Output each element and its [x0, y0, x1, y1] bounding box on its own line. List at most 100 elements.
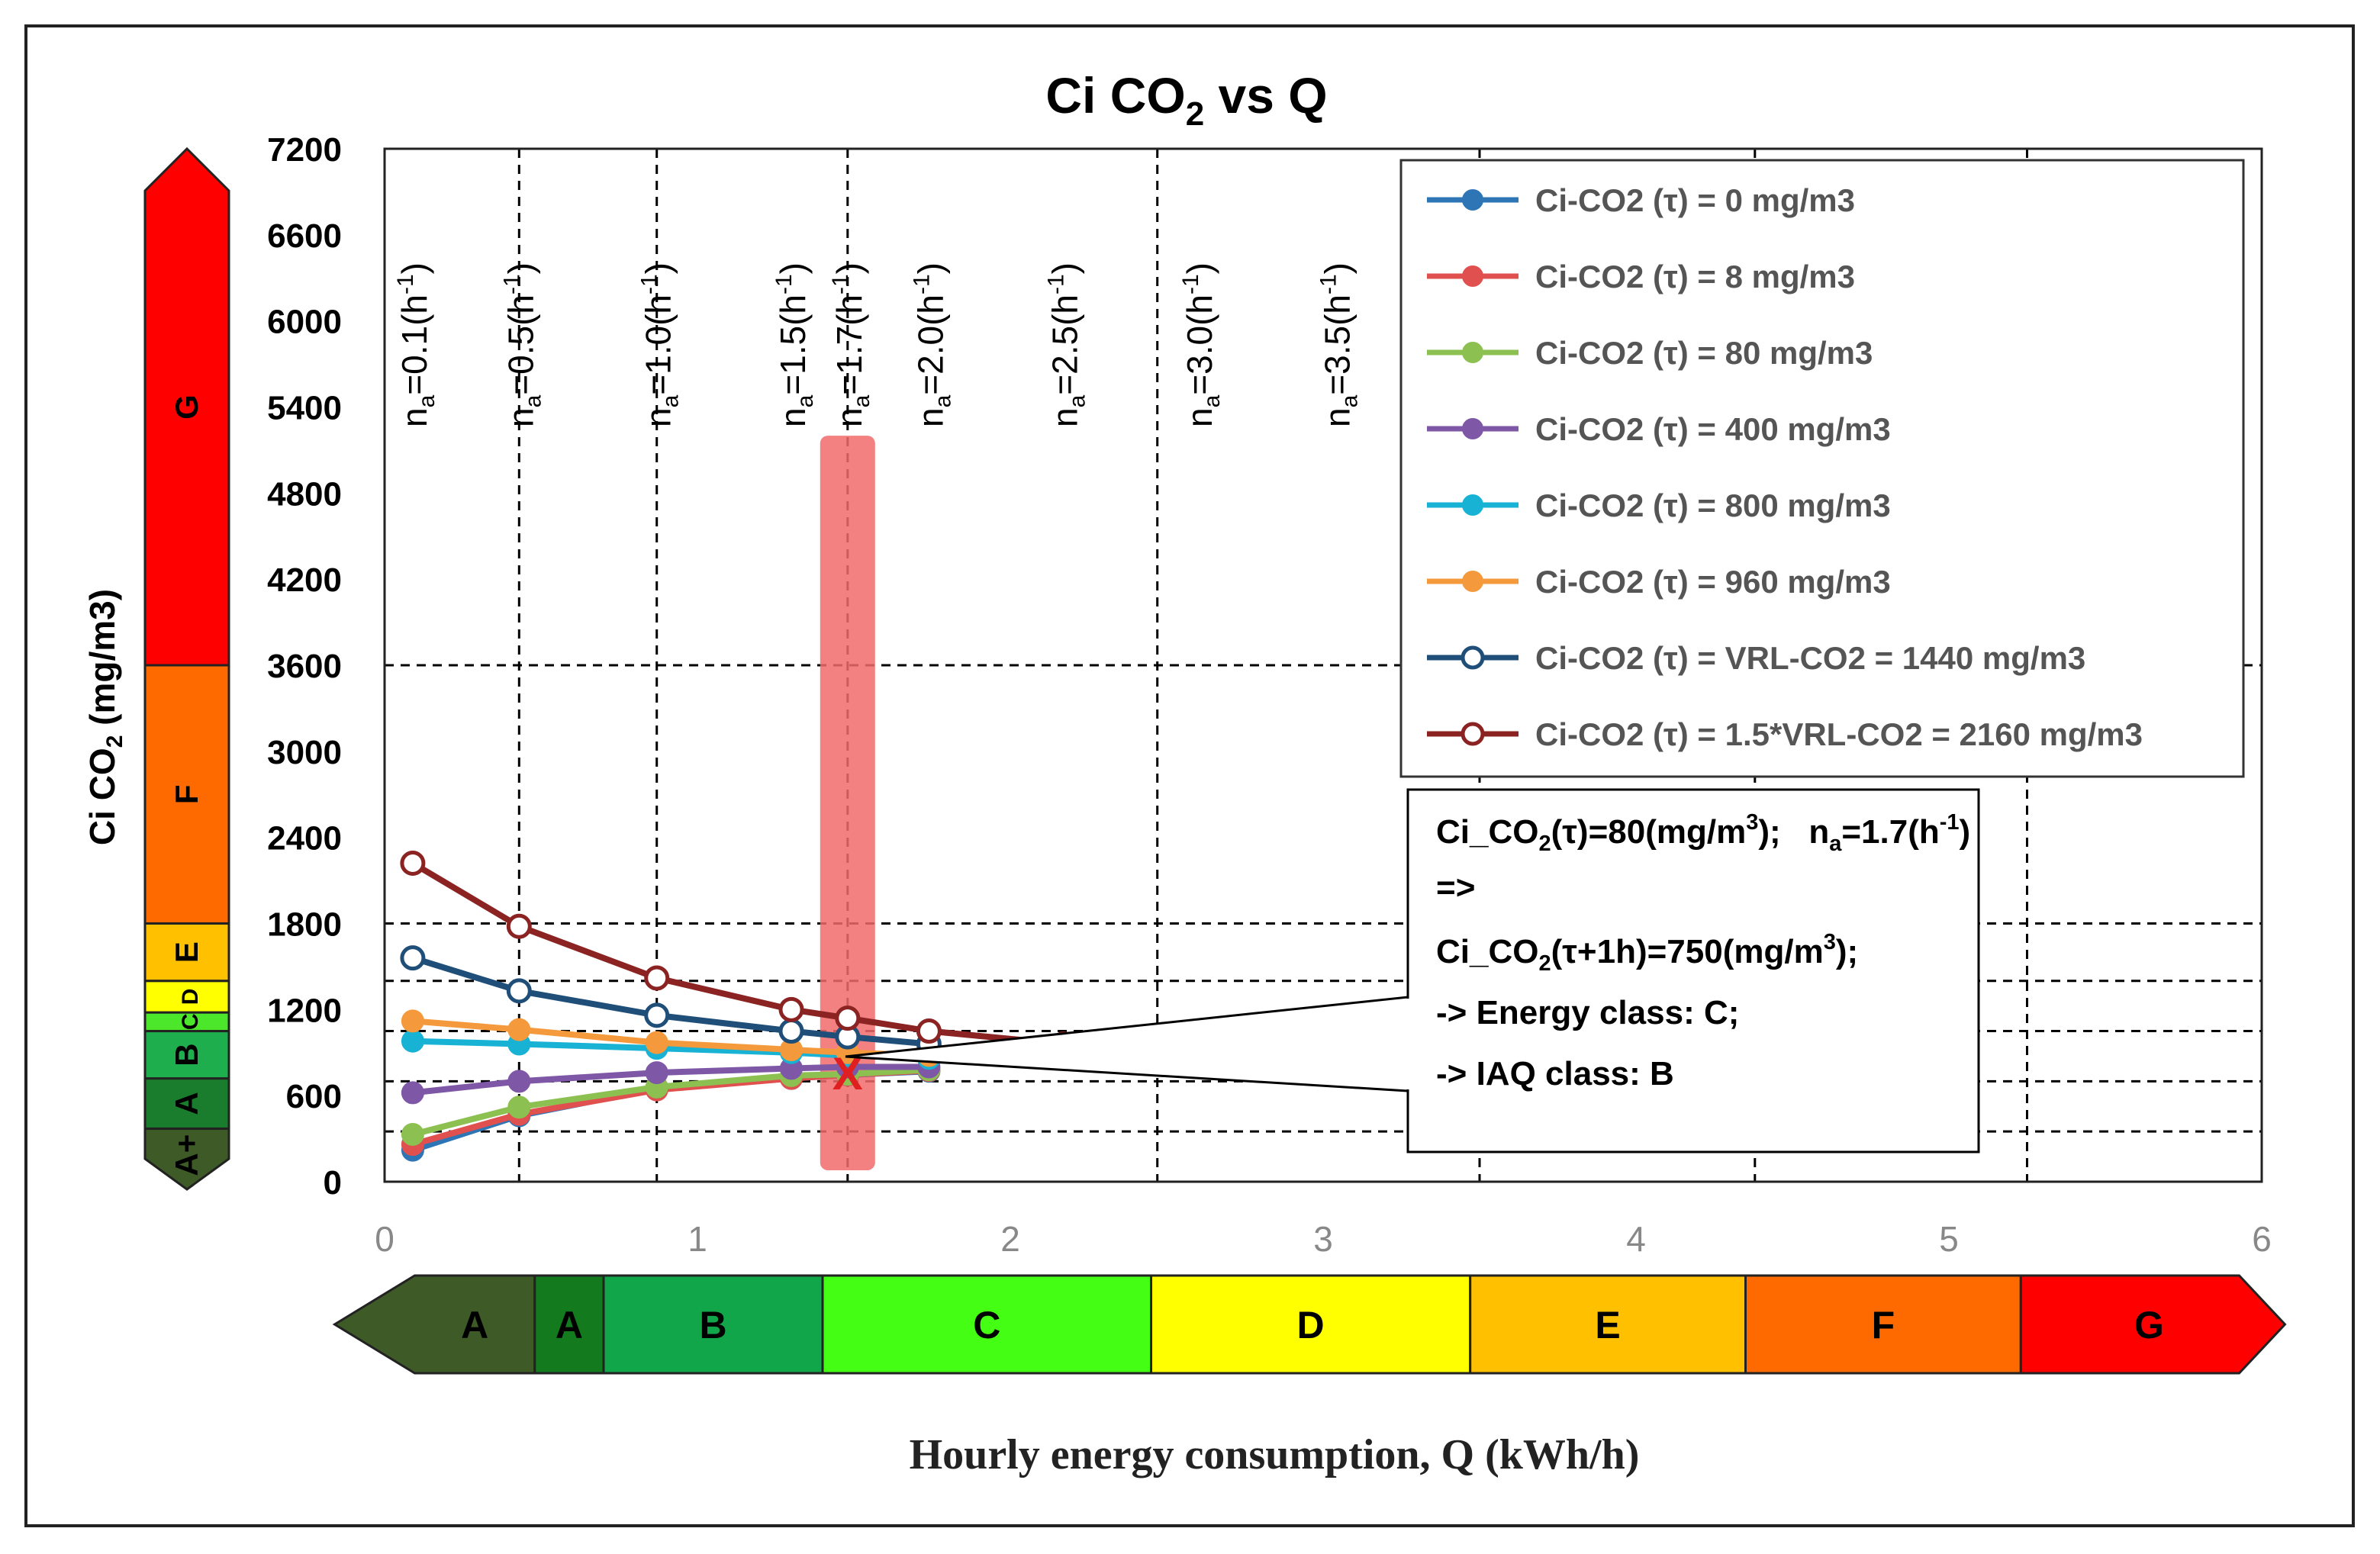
iaq-class-band [143, 980, 230, 1014]
x-tick-label: 3 [1313, 1219, 1333, 1259]
x-tick-label: 5 [1939, 1219, 1959, 1259]
data-point [645, 1031, 668, 1054]
series-line [411, 954, 929, 1047]
data-point [644, 1002, 670, 1028]
y-tick-label: 3000 [267, 734, 342, 771]
iaq-class-band [143, 1077, 230, 1130]
energy-class-band [2019, 1274, 2287, 1375]
legend-swatch-marker [1462, 571, 1483, 592]
iaq-class-band [143, 664, 230, 925]
annotation-line-3: Ci_CO2(τ+1h)=750(mg/m3); [1436, 930, 1858, 976]
chart-title-sub: 2 [1186, 95, 1204, 133]
data-point [507, 1096, 531, 1119]
legend-label: Ci-CO2 (τ) = VRL-CO2 = 1440 mg/m3 [1535, 640, 2085, 676]
legend-swatch-marker [1462, 189, 1483, 211]
data-point [506, 913, 532, 939]
chart-title-main: Ci CO [1045, 67, 1185, 124]
annotation-line-1: Ci_CO2(τ)=80(mg/m3); na=1.7(h-1) [1436, 810, 1970, 856]
chart-title-tail: vs Q [1204, 67, 1327, 124]
energy-class-band [602, 1274, 824, 1375]
annotation-line-2: => [1436, 869, 1475, 906]
series-line [412, 1018, 929, 1059]
data-point [644, 965, 670, 991]
energy-class-label: B [699, 1304, 726, 1346]
y-tick-label: 0 [324, 1164, 342, 1202]
legend-label: Ci-CO2 (τ) = 960 mg/m3 [1535, 564, 1891, 600]
y-tick-label: 1800 [267, 906, 342, 944]
legend-swatch-marker [1461, 722, 1485, 746]
data-point [645, 1061, 668, 1085]
x-tick-label: 1 [688, 1219, 707, 1259]
energy-class-label: D [1297, 1304, 1325, 1346]
data-point [507, 1070, 531, 1093]
iaq-class-label: A+ [169, 1134, 205, 1176]
data-point [401, 1029, 424, 1053]
y-tick-label: 6000 [267, 304, 342, 341]
y-tick-label: 1200 [267, 992, 342, 1029]
data-point [401, 1009, 424, 1033]
y-axis-label: Ci CO2 (mg/m3) [82, 589, 127, 845]
legend-swatch-marker [1461, 645, 1485, 670]
data-point [506, 978, 532, 1004]
energy-class-band [1469, 1274, 1747, 1375]
data-point [778, 1018, 804, 1044]
annotation-line-4: -> Energy class: C; [1436, 994, 1739, 1031]
annotation-callout: Ci_CO2(τ)=80(mg/m3); na=1.7(h-1) => Ci_C… [845, 788, 1980, 1153]
y-tick-label: 3600 [267, 648, 342, 685]
x-tick-label: 4 [1626, 1219, 1646, 1259]
air-change-label: na=3.0(h-1) [1178, 262, 1225, 427]
iaq-class-band [143, 146, 230, 667]
energy-class-label: C [973, 1304, 1000, 1346]
legend-label: Ci-CO2 (τ) = 8 mg/m3 [1535, 259, 1855, 294]
y-tick-label: 5400 [267, 390, 342, 427]
x-tick-label: 2 [1000, 1219, 1020, 1259]
iaq-class-label: D [178, 989, 203, 1005]
iaq-class-label: A [169, 1092, 205, 1115]
iaq-class-band [143, 1011, 230, 1033]
iaq-class-label: C [178, 1013, 203, 1030]
vertical-markers: na=0.1(h-1) na=0.5(h-1) na=1.0(h-1) na=1.5(… [393, 149, 2028, 1182]
air-change-label: na=1.7(h-1) [828, 262, 874, 427]
y-tick-labels: 0 600 1200 1800 2400 3000 3600 4200 4800 5400 6000… [267, 131, 342, 1202]
data-point [401, 1081, 424, 1105]
legend-swatch-marker [1462, 494, 1483, 516]
x-tick-label: 6 [2252, 1219, 2272, 1259]
y-tick-label: 600 [286, 1078, 342, 1115]
energy-class-label: F [1872, 1304, 1895, 1346]
iaq-class-label: F [169, 784, 205, 804]
iaq-class-band [143, 922, 230, 983]
energy-class-label: A [461, 1304, 488, 1346]
y-tick-label: 4200 [267, 561, 342, 599]
legend-box [1399, 159, 2245, 778]
air-change-label: na=1.5(h-1) [771, 262, 818, 427]
energy-class-band [1744, 1274, 2022, 1375]
energy-class-label: G [2134, 1304, 2164, 1346]
data-point [835, 1005, 861, 1031]
y-axis-label-sub: 2 [102, 735, 127, 748]
energy-class-band [821, 1274, 1152, 1375]
energy-class-label: A [556, 1304, 583, 1346]
iaq-class-label: G [169, 394, 205, 420]
data-point [400, 851, 426, 877]
air-change-label: na=0.1(h-1) [393, 262, 440, 427]
data-point [400, 945, 426, 971]
iaq-class-band [143, 1030, 230, 1080]
y-axis-label-tail: (mg/m3) [82, 589, 122, 735]
iaq-class-label: B [169, 1043, 205, 1066]
iaq-class-label: E [169, 941, 205, 963]
plot-frame [383, 147, 2263, 1183]
highlight-band [820, 436, 875, 1170]
legend-swatch-marker [1462, 342, 1483, 363]
series-line [411, 1067, 929, 1137]
iaq-class-scale: A+ A BCD E F G [143, 146, 230, 1191]
annotation-box [1406, 788, 1980, 1153]
energy-class-label: E [1595, 1304, 1620, 1346]
y-tick-label: 7200 [267, 131, 342, 169]
data-point [507, 1018, 531, 1041]
legend-label: Ci-CO2 (τ) = 0 mg/m3 [1535, 182, 1855, 218]
legend-label: Ci-CO2 (τ) = 800 mg/m3 [1535, 487, 1891, 523]
legend-swatch-marker [1462, 418, 1483, 439]
air-change-label: na=2.5(h-1) [1044, 262, 1090, 427]
series-line [412, 1063, 929, 1096]
